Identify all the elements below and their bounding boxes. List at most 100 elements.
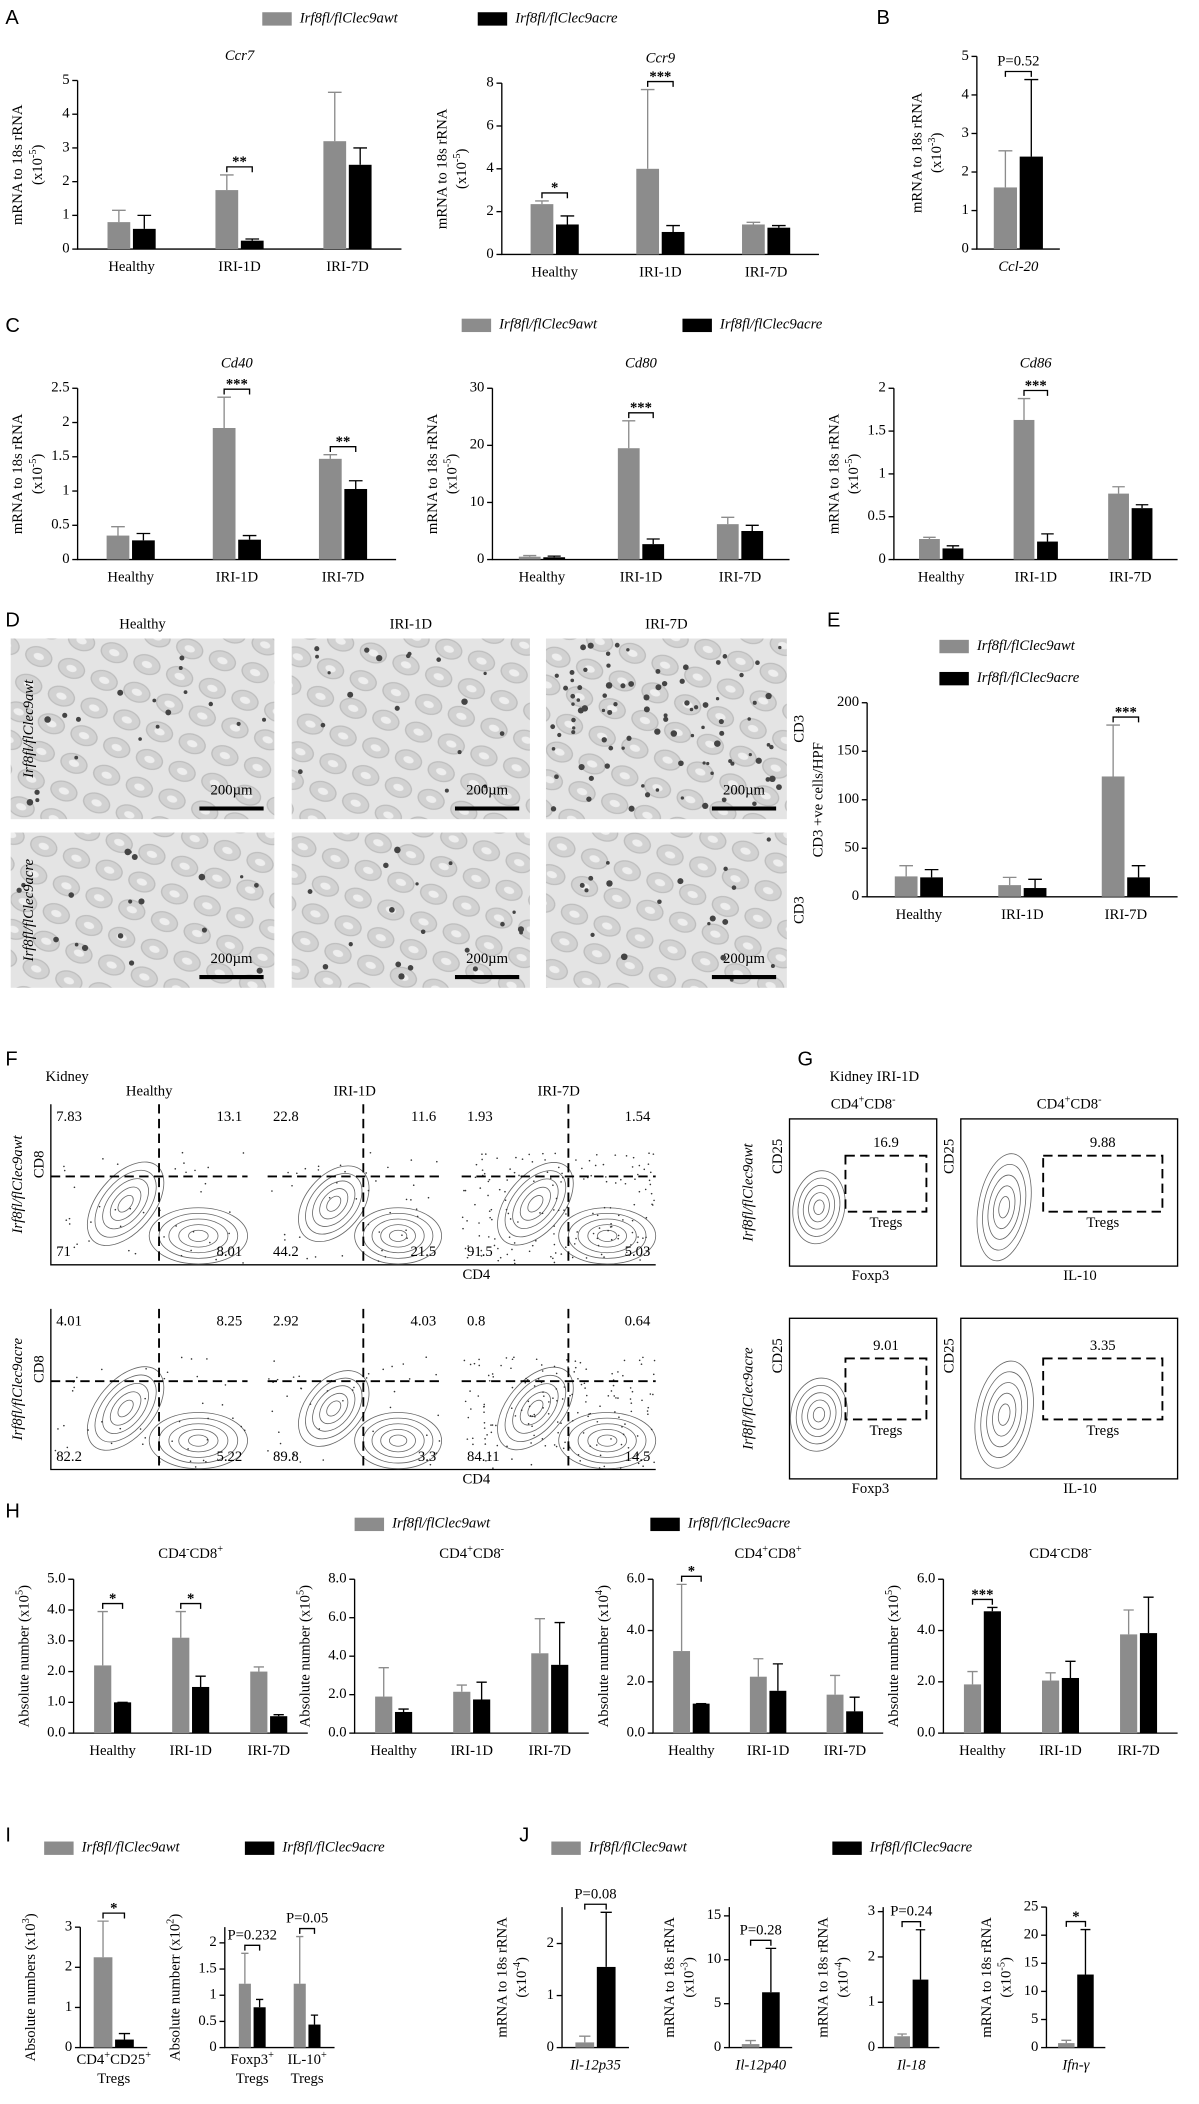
event-dot (596, 1420, 599, 1423)
event-dot (642, 1465, 644, 1467)
stained-cell (457, 750, 462, 755)
significance-bracket (971, 1598, 994, 1605)
event-dot (381, 1249, 383, 1252)
contour (178, 1428, 219, 1453)
x-tick-label: Tregs (236, 2071, 269, 2087)
text-segment: (x10 (836, 1971, 852, 1998)
stained-cell (563, 685, 569, 691)
x-tick-label: IRI-7D (248, 1743, 291, 1759)
event-dot (314, 1256, 317, 1258)
contour (982, 1163, 1027, 1251)
y-tick-label: 2.0 (917, 1673, 935, 1689)
event-dot (190, 1249, 192, 1252)
event-dot (298, 1375, 301, 1378)
stained-cell (461, 698, 468, 705)
text-segment: (x10 (999, 1971, 1015, 1998)
significance-bracket (102, 1602, 124, 1609)
event-dot (483, 1403, 486, 1406)
stain-label: CD3 (792, 896, 808, 924)
bar (769, 1690, 787, 1734)
flow-column-title: Healthy (126, 1084, 173, 1100)
event-dot (88, 1240, 90, 1242)
stained-cell (75, 716, 81, 722)
stained-cell (670, 730, 678, 737)
superscript: 5 (295, 1590, 306, 1595)
significance-bracket (223, 388, 251, 395)
event-dot (194, 1466, 197, 1468)
contour (497, 1366, 574, 1451)
error-bar (219, 174, 234, 191)
event-dot (510, 1407, 513, 1410)
error-bar (273, 1713, 284, 1717)
text-segment: Absolute number (x10 (17, 1595, 33, 1727)
bar (741, 531, 764, 560)
event-dot (527, 1423, 530, 1425)
x-tick-label: CD4+CD25+ (76, 2050, 151, 2069)
event-dot (505, 1208, 508, 1211)
event-dot (287, 1171, 289, 1174)
event-dot (506, 1179, 508, 1181)
error-bar (1065, 1660, 1076, 1678)
event-dot (291, 1184, 293, 1187)
bar (344, 488, 368, 560)
legend-label: Irf8fl/flClec9awt (391, 1516, 491, 1532)
flow-y-axis: CD25 (770, 1139, 786, 1174)
legend-swatch (262, 12, 292, 26)
x-tick-label: Tregs (97, 2071, 130, 2087)
flow-column-title: IRI-7D (537, 1084, 580, 1100)
error-bar (899, 865, 913, 877)
legend-swatch (939, 671, 969, 686)
flow-frame (960, 1118, 1179, 1267)
stained-cell (579, 882, 585, 888)
y-tick-label: 0.5 (867, 508, 885, 524)
superscript: + (268, 2050, 274, 2061)
bar (113, 1702, 132, 1734)
stained-cell (571, 717, 576, 723)
stained-cell (722, 654, 728, 659)
superscript: + (858, 1094, 864, 1105)
stained-cell (682, 664, 689, 671)
event-dot (144, 1437, 147, 1439)
contour (319, 1188, 349, 1220)
contour (326, 1400, 342, 1417)
superscript: + (145, 2050, 151, 2061)
event-dot (139, 1428, 142, 1430)
text-segment: (x10 (846, 467, 862, 494)
error-bar (378, 1667, 389, 1697)
x-tick-label: IRI-7D (1105, 907, 1148, 923)
y-tick-label: 0 (879, 551, 886, 567)
event-dot (511, 1458, 513, 1460)
x-tick-label: IRI-1D (639, 265, 682, 281)
event-dot (535, 1358, 538, 1361)
event-dot (509, 1218, 512, 1220)
superscript: 5 (884, 1590, 895, 1595)
significance-label: P=0.08 (574, 1886, 616, 1902)
event-dot (367, 1372, 370, 1375)
event-dot (563, 1386, 566, 1388)
y-axis-label: Absolute numbers (x103) (21, 1913, 40, 2061)
event-dot (490, 1431, 493, 1434)
significance-bracket (180, 1602, 202, 1609)
stained-cell (124, 848, 132, 856)
stained-cell (714, 740, 721, 747)
bar (132, 228, 156, 250)
event-dot (552, 1257, 554, 1260)
text-segment: CD8 (473, 1547, 501, 1563)
event-dot (579, 1460, 582, 1462)
contour (987, 1174, 1021, 1240)
text-segment: ) (23, 1913, 39, 1918)
bar (894, 876, 918, 897)
error-bar (1017, 397, 1031, 420)
text-segment: CD8 (864, 1097, 892, 1113)
error-bar (310, 2014, 319, 2025)
event-dot (625, 1155, 628, 1157)
stained-cell (254, 882, 259, 888)
y-tick-label: 3 (961, 125, 968, 141)
stained-cell (739, 672, 744, 678)
event-dot (73, 1246, 76, 1249)
bar (642, 544, 665, 560)
treg-gate (1042, 1154, 1164, 1213)
flow-y-axis: CD8 (32, 1355, 48, 1383)
quadrant-value: 3.3 (418, 1449, 436, 1465)
legend-label: Irf8fl/flClec9acre (869, 1840, 973, 1856)
